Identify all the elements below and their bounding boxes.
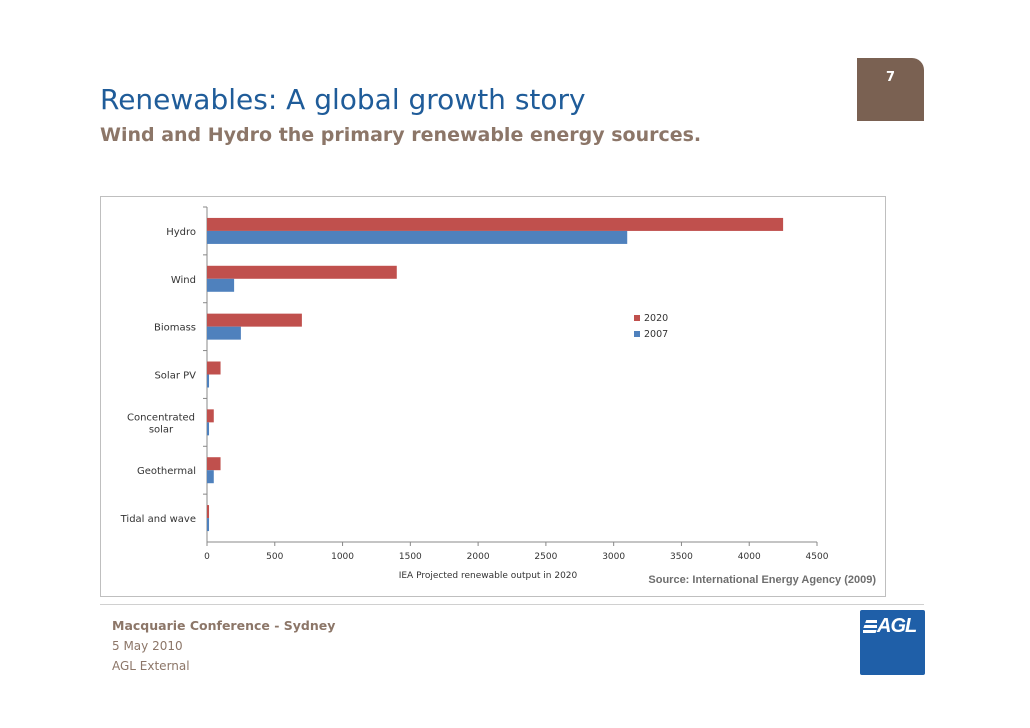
agl-logo: AGL [860, 610, 925, 675]
x-tick-label: 1500 [399, 552, 422, 562]
bar-2007-solar-pv [207, 374, 210, 388]
category-label: Biomass [154, 323, 196, 334]
footer-date: 5 May 2010 [112, 639, 183, 653]
bar-2007-tidal-and-wave [207, 518, 210, 532]
x-tick-label: 500 [266, 552, 283, 562]
bar-2020-solar-pv [207, 361, 221, 375]
x-tick-label: 4000 [738, 552, 761, 562]
bar-2007-concentrated-solar [207, 422, 210, 436]
x-tick-label: 3500 [670, 552, 693, 562]
chart-container: Hydro Wind Biomass Solar PV Concentrated sola… [100, 196, 886, 597]
bar-2007-geothermal [207, 470, 214, 484]
x-tick-label: 2500 [534, 552, 557, 562]
x-tick-label: 0 [204, 552, 210, 562]
footer-conference: Macquarie Conference - Sydney [112, 618, 336, 633]
bar-2020-biomass [207, 313, 302, 327]
bar-2020-wind [207, 265, 397, 279]
legend-swatch-2007 [634, 331, 640, 337]
bar-2007-hydro [207, 230, 628, 244]
bar-2020-tidal-and-wave [207, 505, 210, 519]
slide-subtitle: Wind and Hydro the primary renewable ene… [100, 124, 702, 146]
legend-swatch-2020 [634, 315, 640, 321]
page-number: 7 [885, 70, 896, 85]
x-axis-label: IEA Projected renewable output in 2020 [399, 571, 578, 581]
bar-2007-biomass [207, 326, 241, 340]
category-label: Tidal and wave [120, 514, 196, 525]
x-tick-label: 3000 [602, 552, 625, 562]
bar-2020-concentrated-solar [207, 409, 214, 423]
footer-classification: AGL External [112, 659, 190, 673]
bar-2007-wind [207, 278, 235, 292]
logo-wave-icon [863, 620, 877, 633]
category-label: Hydro [166, 227, 196, 238]
source-note: Source: International Energy Agency (200… [648, 574, 876, 586]
category-label: Wind [171, 275, 196, 286]
x-tick-label: 2000 [467, 552, 490, 562]
category-label: Geothermal [137, 466, 196, 477]
bar-2020-geothermal [207, 457, 221, 471]
x-tick-label: 1000 [331, 552, 354, 562]
legend-label-2020: 2020 [644, 313, 668, 324]
logo-text: AGL [877, 615, 917, 637]
page-number-badge: 7 [857, 58, 924, 121]
x-tick-label: 4500 [806, 552, 829, 562]
category-label: Concentrated solar [127, 412, 195, 435]
legend-label-2007: 2007 [644, 329, 668, 340]
bar-2020-hydro [207, 217, 784, 231]
footer-divider [100, 604, 924, 605]
category-label: Solar PV [154, 371, 196, 382]
slide-title: Renewables: A global growth story [100, 83, 586, 116]
bar-chart: Hydro Wind Biomass Solar PV Concentrated sola… [120, 206, 829, 581]
